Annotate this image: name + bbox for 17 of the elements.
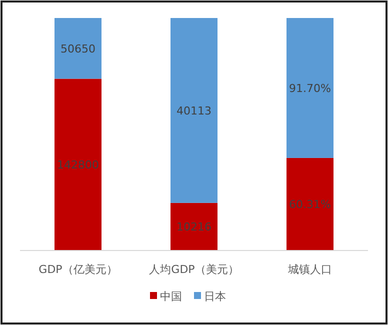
annotation: 91.70% bbox=[289, 82, 331, 95]
annotation: 50650 bbox=[60, 42, 96, 56]
bar bbox=[286, 18, 334, 158]
x-tick-label: 城镇人口 bbox=[287, 263, 332, 276]
annotation: 40113 bbox=[176, 104, 212, 118]
bar bbox=[170, 202, 218, 250]
bar bbox=[170, 18, 218, 203]
annotation: 142800 bbox=[57, 158, 99, 172]
legend-label: 中国 bbox=[160, 290, 182, 303]
bar bbox=[54, 78, 102, 250]
annotation: 60.31% bbox=[289, 198, 331, 211]
bar bbox=[54, 18, 102, 79]
bar bbox=[286, 158, 334, 250]
annotation: 10216 bbox=[176, 220, 212, 234]
x-tick-label: 人均GDP（美元） bbox=[149, 263, 239, 276]
x-tick-label: GDP（亿美元） bbox=[38, 263, 118, 276]
legend-label: 日本 bbox=[204, 290, 226, 303]
